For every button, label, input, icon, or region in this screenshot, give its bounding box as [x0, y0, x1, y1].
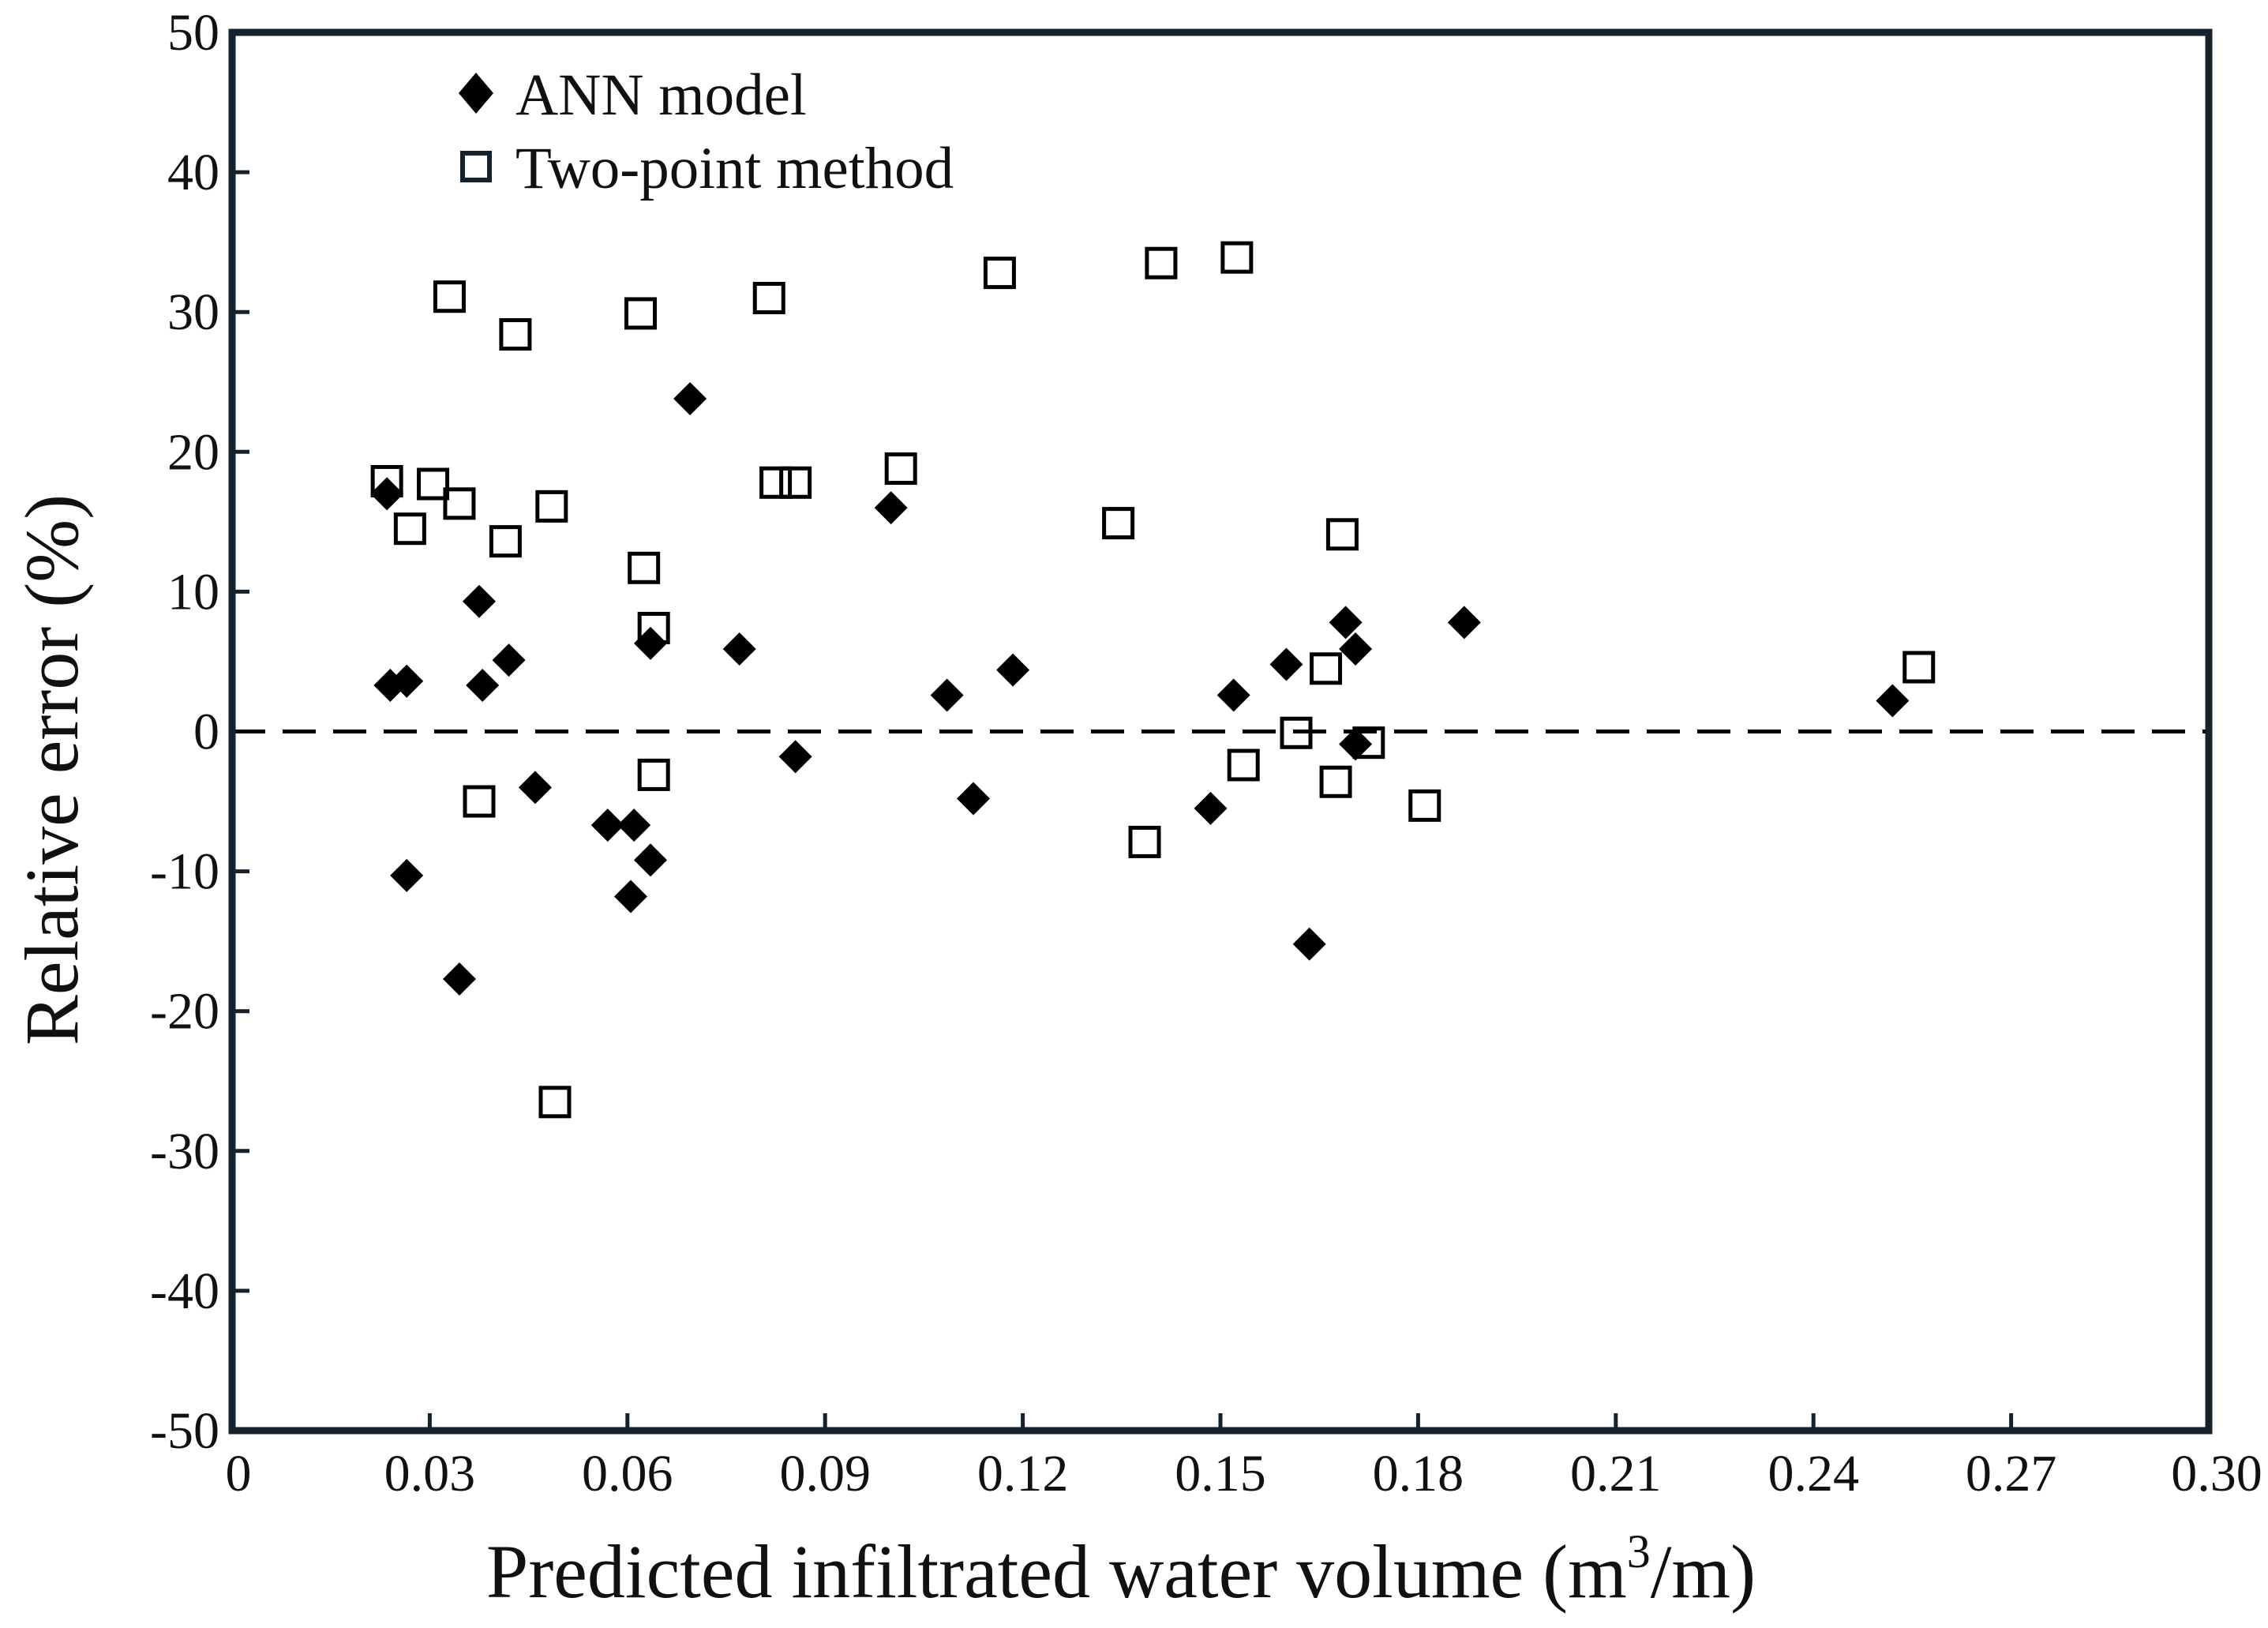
ann-model-marker — [617, 808, 651, 842]
x-tick-label: 0.30 — [2171, 1445, 2262, 1502]
ann-model-marker — [930, 678, 964, 712]
two-point-method-marker — [1128, 825, 1161, 858]
ann-model-marker — [634, 626, 668, 660]
two-point-method-marker — [628, 551, 661, 584]
legend-two-point-marker — [460, 151, 492, 182]
two-point-method-marker — [1902, 651, 1936, 684]
ann-model-marker — [1329, 606, 1363, 640]
two-point-method-marker — [1220, 241, 1254, 274]
ann-model-marker — [722, 632, 756, 666]
ann-model-marker — [590, 808, 624, 842]
y-tick-label: 0 — [193, 703, 219, 761]
x-tick-label: 0.12 — [977, 1445, 1069, 1502]
y-tick-label: 40 — [167, 144, 219, 201]
data-marks — [370, 241, 1936, 1119]
x-tick-label: 0.18 — [1373, 1445, 1464, 1502]
ann-model-marker — [390, 858, 424, 892]
two-point-method-marker — [417, 467, 450, 501]
two-point-method-marker — [433, 280, 466, 313]
ann-model-marker — [1339, 632, 1373, 666]
ann-model-marker — [1216, 678, 1250, 712]
ann-model-marker — [442, 962, 476, 996]
two-point-method-marker — [1319, 765, 1352, 798]
two-point-method-marker — [983, 257, 1016, 290]
x-axis-label: Predicted infiltrated water volume (m3/m… — [486, 1525, 1756, 1614]
two-point-method-marker — [535, 490, 568, 523]
ann-model-marker — [518, 771, 552, 805]
ann-model-marker — [1447, 606, 1481, 640]
y-tick-label: -40 — [150, 1262, 219, 1320]
two-point-method-marker — [752, 281, 785, 314]
y-tick-label: -10 — [150, 843, 219, 901]
two-point-method-marker — [624, 297, 657, 330]
ann-model-marker — [996, 653, 1030, 687]
two-point-method-marker — [443, 487, 476, 520]
legend-ann-marker — [459, 73, 493, 114]
y-axis-label: Relative error (%) — [9, 494, 94, 1045]
y-tick-label: -50 — [150, 1402, 219, 1460]
ann-model-marker — [390, 664, 424, 698]
x-tick-label: 0.06 — [582, 1445, 673, 1502]
ann-model-marker — [957, 782, 990, 816]
two-point-method-marker — [1325, 518, 1359, 551]
y-tick-label: 50 — [167, 4, 219, 62]
y-tick-label: -30 — [150, 1123, 219, 1180]
x-tick-label: 0.09 — [779, 1445, 871, 1502]
ann-model-marker — [466, 669, 500, 703]
legend-ann-label: ANN model — [515, 62, 807, 128]
ann-model-marker — [634, 843, 668, 877]
ann-model-marker — [1194, 791, 1228, 825]
x-tick-label: 0.21 — [1570, 1445, 1662, 1502]
x-tick-label: 0.03 — [384, 1445, 476, 1502]
two-point-method-marker — [393, 512, 426, 546]
ann-model-marker — [1876, 684, 1910, 718]
ann-model-marker — [673, 382, 707, 416]
y-tick-label: 20 — [167, 423, 219, 481]
two-point-method-marker — [1102, 507, 1135, 540]
legend: ANN model Two-point method — [459, 62, 954, 201]
two-point-method-marker — [637, 758, 670, 791]
ann-model-marker — [370, 477, 404, 511]
y-tick-label: -20 — [150, 983, 219, 1041]
ann-model-marker — [778, 740, 812, 774]
ann-model-marker — [463, 584, 496, 618]
two-point-method-marker — [884, 452, 917, 486]
two-point-method-marker — [489, 525, 522, 558]
two-point-method-marker — [1145, 246, 1178, 279]
two-point-method-marker — [779, 466, 812, 499]
two-point-method-marker — [538, 1086, 572, 1119]
two-point-method-marker — [463, 785, 496, 818]
two-point-method-marker — [1310, 652, 1343, 685]
ann-model-marker — [1292, 927, 1326, 961]
ann-model-marker — [613, 880, 647, 913]
legend-two-point-label: Two-point method — [515, 136, 954, 201]
y-tick-label: 30 — [167, 283, 219, 341]
plot-frame — [228, 28, 2213, 1435]
two-point-method-marker — [1227, 748, 1260, 782]
x-tick-label: 0.24 — [1768, 1445, 1859, 1502]
ann-model-marker — [492, 643, 526, 677]
ann-model-marker — [874, 491, 908, 525]
ann-model-marker — [1269, 647, 1303, 681]
y-tick-label: 10 — [167, 563, 219, 621]
x-tick-label: 0.27 — [1966, 1445, 2057, 1502]
x-tick-label: 0 — [226, 1445, 252, 1502]
ann-model-marker — [1339, 727, 1373, 761]
two-point-method-marker — [1408, 789, 1441, 822]
two-point-method-marker — [759, 466, 793, 499]
x-tick-label: 0.15 — [1175, 1445, 1266, 1502]
two-point-method-marker — [499, 318, 532, 351]
